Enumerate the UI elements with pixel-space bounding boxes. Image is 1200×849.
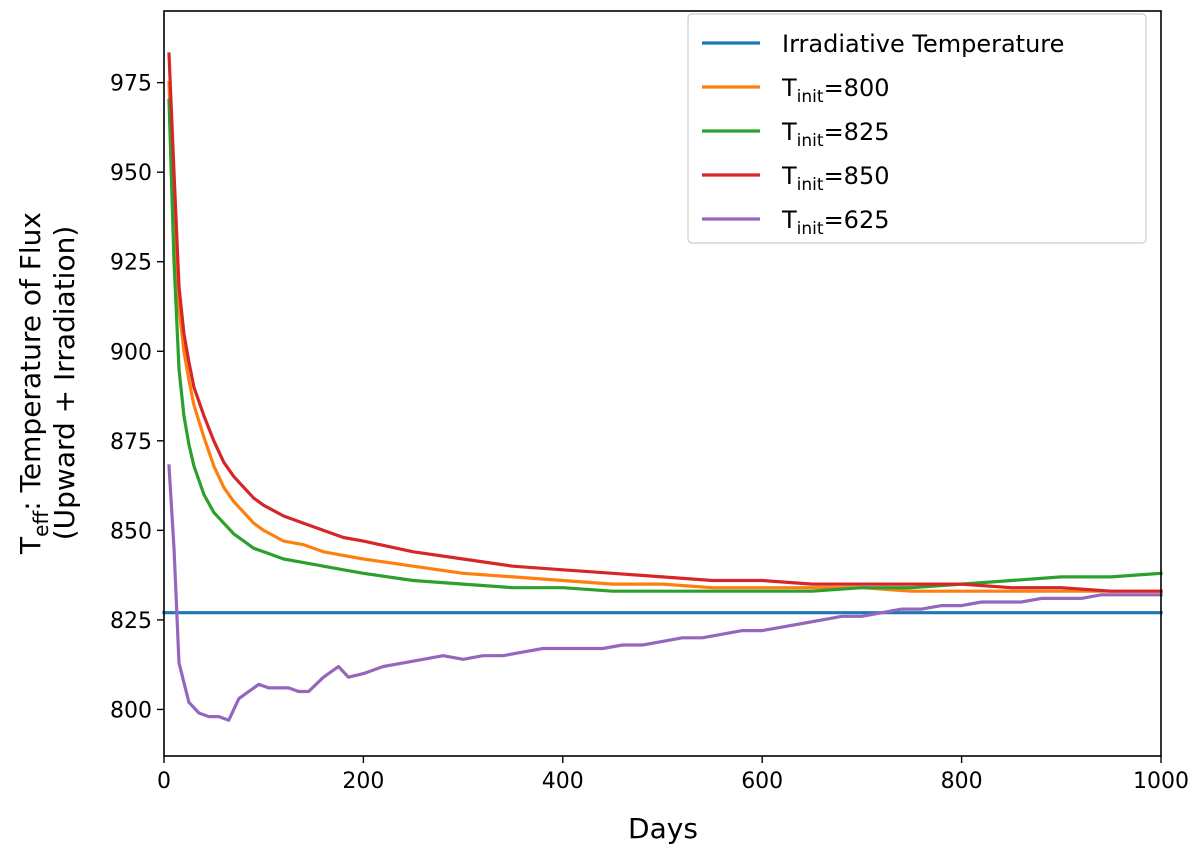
legend-label-0: Irradiative Temperature (782, 30, 1064, 58)
y-tick-label-3: 875 (110, 430, 152, 455)
legend: Irradiative Temperature Tinit=800 Tinit=82… (687, 13, 1147, 244)
x-tick-label-1: 200 (342, 769, 384, 794)
x-tick-label-5: 1000 (1133, 769, 1189, 794)
y-axis-label: Teff: Temperature of Flux (Upward + Irra… (14, 212, 81, 555)
series-layer (162, 52, 1163, 722)
series-line-2 (167, 98, 1163, 593)
y-axis-label-line2: (Upward + Irradiation) (48, 226, 81, 541)
legend-label-1: Tinit=800 (781, 74, 889, 107)
series-line-1 (167, 80, 1163, 593)
y-tick-label-2: 850 (110, 519, 152, 544)
x-tick-label-2: 400 (542, 769, 584, 794)
y-tick-label-0: 800 (110, 698, 152, 723)
x-tick-label-0: 0 (157, 769, 171, 794)
x-tick-label-3: 600 (741, 769, 783, 794)
series-line-3 (167, 52, 1163, 593)
y-tick-label-4: 900 (110, 340, 152, 365)
y-tick-label-1: 825 (110, 609, 152, 634)
y-axis-label-line1: Teff: Temperature of Flux (14, 212, 53, 555)
legend-label-4: Tinit=625 (781, 206, 889, 239)
y-tick-label-7: 975 (110, 72, 152, 97)
legend-label-3: Tinit=850 (781, 162, 889, 195)
legend-label-2: Tinit=825 (781, 118, 889, 151)
legend-box (687, 13, 1147, 244)
x-axis: 0 200 400 600 800 1000 (157, 756, 1189, 794)
y-tick-label-6: 950 (110, 161, 152, 186)
y-tick-label-5: 925 (110, 251, 152, 276)
x-tick-label-4: 800 (941, 769, 983, 794)
y-axis: 800 825 850 875 900 925 950 975 (110, 72, 164, 723)
x-axis-label: Days (628, 812, 698, 845)
plot-frame (163, 10, 1162, 757)
series-line-4 (167, 464, 1163, 722)
